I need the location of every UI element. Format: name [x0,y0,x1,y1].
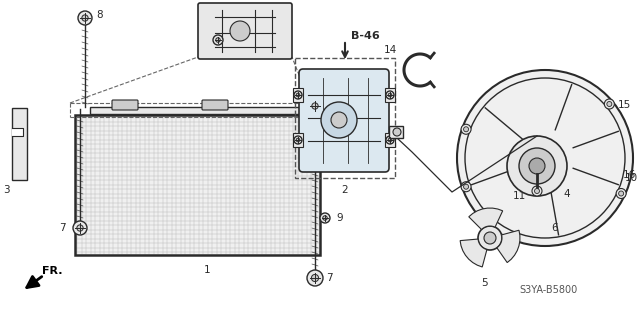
Circle shape [312,103,318,109]
Circle shape [388,93,392,97]
Bar [385,88,395,102]
Text: S3YA-B5800: S3YA-B5800 [519,285,577,295]
Polygon shape [468,208,502,229]
Circle shape [230,21,250,41]
Bar [389,126,403,138]
Circle shape [607,101,612,107]
Circle shape [386,136,394,144]
Text: 14: 14 [383,45,397,55]
Circle shape [463,184,468,189]
Circle shape [294,91,302,99]
FancyBboxPatch shape [202,100,228,110]
Circle shape [532,186,542,196]
Circle shape [619,191,623,196]
Circle shape [529,158,545,174]
Circle shape [388,138,392,142]
Circle shape [296,138,300,142]
Bar [75,115,320,255]
Bar [12,108,27,180]
Circle shape [461,124,471,134]
Circle shape [534,189,540,194]
Circle shape [82,15,88,21]
Text: 7: 7 [326,273,332,283]
Polygon shape [497,230,520,263]
Text: 12: 12 [371,112,383,122]
FancyBboxPatch shape [112,100,138,110]
Circle shape [461,182,471,192]
Text: 15: 15 [618,100,631,110]
Circle shape [78,11,92,25]
Bar [75,115,320,255]
Text: 8: 8 [97,10,103,20]
Circle shape [507,136,567,196]
Text: 8: 8 [326,98,332,108]
Bar [293,88,303,102]
Text: 2: 2 [342,185,348,195]
Circle shape [616,189,626,198]
FancyBboxPatch shape [299,69,389,172]
Circle shape [294,136,302,144]
Polygon shape [460,239,487,267]
Circle shape [393,128,401,136]
Circle shape [216,38,220,42]
Bar [293,133,303,147]
Circle shape [519,148,555,184]
Text: 4: 4 [564,189,570,199]
Bar [385,133,395,147]
Circle shape [307,270,323,286]
Circle shape [308,99,322,113]
Text: 10: 10 [625,173,638,183]
Text: 7: 7 [60,223,66,233]
Circle shape [213,35,223,45]
Bar [295,58,395,178]
Text: B-46: B-46 [351,31,380,41]
Bar [12,128,23,136]
Text: 3: 3 [3,185,10,195]
Circle shape [478,226,502,250]
Text: 1: 1 [204,265,211,275]
Text: 11: 11 [513,191,525,201]
Text: 6: 6 [552,223,558,233]
Circle shape [296,93,300,97]
Circle shape [77,225,83,231]
Circle shape [331,112,347,128]
Circle shape [73,221,87,235]
Bar [90,107,305,114]
Text: FR.: FR. [42,266,62,276]
Circle shape [320,213,330,223]
Text: 9: 9 [337,213,343,223]
Circle shape [386,91,394,99]
Circle shape [463,127,468,132]
Circle shape [321,102,357,138]
FancyBboxPatch shape [198,3,292,59]
Circle shape [484,232,496,244]
Text: 5: 5 [482,278,488,288]
Circle shape [604,99,614,109]
Circle shape [457,70,633,246]
Circle shape [323,216,327,220]
Text: 13: 13 [208,21,221,31]
Text: 16: 16 [623,170,636,181]
Circle shape [312,274,319,282]
